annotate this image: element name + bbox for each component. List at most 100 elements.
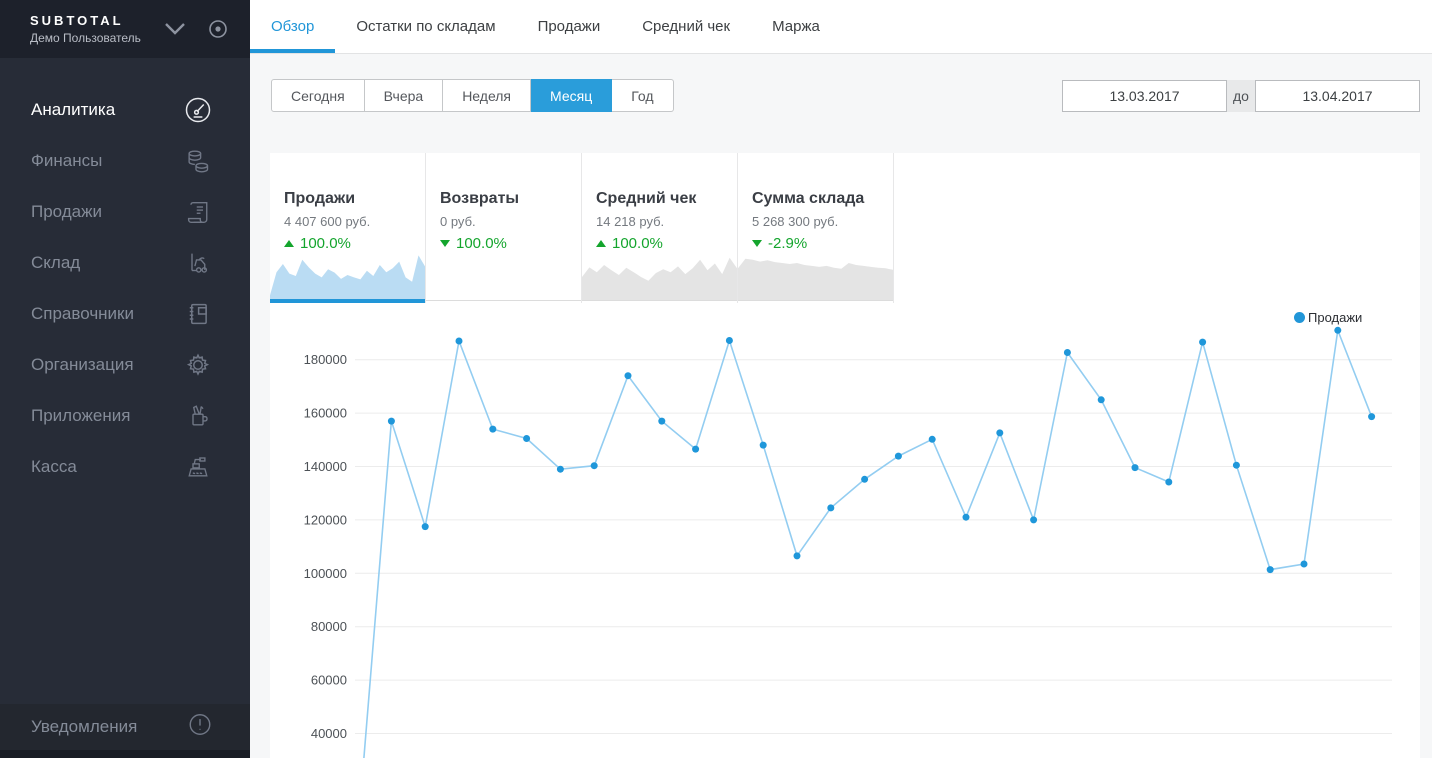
sidebar-item-notifications[interactable]: Уведомления (0, 704, 250, 750)
sidebar-item-2[interactable]: Продажи (0, 186, 250, 237)
sidebar-item-label: Аналитика (31, 99, 116, 119)
notifications-label: Уведомления (31, 717, 138, 736)
kpi-change-value: 100.0% (612, 235, 663, 252)
kpi-baseline (426, 300, 581, 301)
svg-text:120000: 120000 (304, 512, 347, 527)
kpi-value: 5 268 300 руб. (752, 214, 839, 229)
sales-chart-zone: Продажи 180000 160000 140000 120000 100000 80… (270, 303, 1420, 758)
svg-text:60000: 60000 (311, 673, 347, 688)
coins-icon (183, 146, 213, 176)
top-tabbar: Обзор Остатки по складам Продажи Средний че… (250, 0, 1432, 54)
kpi-title: Продажи (284, 190, 356, 207)
kpi-sparkline (582, 257, 737, 300)
sidebar-item-label: Приложения (31, 405, 131, 425)
gauge-icon (183, 95, 213, 125)
cash-register-icon (183, 452, 213, 482)
tab-1[interactable]: Остатки по складам (356, 18, 496, 35)
sidebar-item-label: Организация (31, 354, 134, 374)
sidebar-item-label: Справочники (31, 303, 134, 323)
kpi-change: 100.0% (440, 235, 581, 252)
svg-text:180000: 180000 (304, 352, 347, 367)
kpi-sparkline (270, 255, 425, 300)
range-button-1[interactable]: Вчера (364, 79, 444, 112)
tab-3[interactable]: Средний чек (642, 18, 731, 35)
sidebar-item-3[interactable]: Склад (0, 237, 250, 288)
brand-logo: SUBTOTAL (30, 13, 124, 28)
svg-text:40000: 40000 (311, 726, 347, 741)
sidebar-item-label: Касса (31, 456, 77, 476)
range-button-2[interactable]: Неделя (443, 79, 532, 112)
sidebar-nav: Аналитика Финансы Продажи Склад Справочники О… (0, 58, 250, 704)
sidebar-header: SUBTOTAL Демо Пользователь (0, 0, 250, 58)
gear-icon (183, 350, 213, 380)
sidebar-item-label: Финансы (31, 150, 103, 170)
sales-line-chart: 180000 160000 140000 120000 100000 80000 60000… (304, 326, 1392, 758)
kpi-card-3[interactable]: Сумма склада 5 268 300 руб. -2.9% (738, 153, 894, 303)
sidebar-item-label: Склад (31, 252, 81, 272)
receipt-icon (183, 197, 213, 227)
sidebar-item-4[interactable]: Справочники (0, 288, 250, 339)
sidebar-bottom-strip (0, 750, 250, 758)
user-name: Демо Пользователь (30, 31, 141, 45)
kpi-value: 4 407 600 руб. (284, 214, 371, 229)
legend-dot-icon (1294, 312, 1305, 323)
tab-0[interactable]: Обзор (250, 0, 336, 53)
sidebar: SUBTOTAL Демо Пользователь Аналитика Фина… (0, 0, 250, 758)
kpi-card-0[interactable]: Продажи 4 407 600 руб. 100.0% (270, 153, 426, 303)
main-area: Обзор Остатки по складам Продажи Средний че… (250, 0, 1432, 758)
kpi-change: -2.9% (752, 235, 893, 252)
forklift-icon (183, 248, 213, 278)
kpi-baseline (582, 300, 737, 301)
chevron-down-icon[interactable] (162, 20, 188, 43)
kpi-active-indicator (270, 299, 425, 303)
dashboard-card: Продажи 4 407 600 руб. 100.0% Возвраты 0 руб… (270, 153, 1420, 758)
tab-4[interactable]: Маржа (772, 18, 820, 35)
sidebar-item-7[interactable]: Касса (0, 441, 250, 492)
kpi-card-2[interactable]: Средний чек 14 218 руб. 100.0% (582, 153, 738, 303)
kpi-title: Средний чек (596, 190, 697, 207)
svg-text:160000: 160000 (304, 406, 347, 421)
kpi-title: Сумма склада (752, 190, 865, 207)
kpi-baseline (738, 300, 893, 301)
svg-text:140000: 140000 (304, 459, 347, 474)
kpi-change: 100.0% (284, 235, 425, 252)
range-button-0[interactable]: Сегодня (271, 79, 365, 112)
alert-circle-icon (187, 712, 213, 743)
trend-up-icon (284, 240, 294, 247)
range-button-3[interactable]: Месяц (531, 79, 613, 112)
kpi-change-value: 100.0% (456, 235, 507, 252)
tab-2[interactable]: Продажи (537, 18, 601, 35)
sidebar-item-5[interactable]: Организация (0, 339, 250, 390)
range-button-4[interactable]: Год (612, 79, 674, 112)
date-to-input[interactable] (1255, 79, 1420, 112)
date-from-input[interactable] (1062, 79, 1227, 112)
kpi-change: 100.0% (596, 235, 737, 252)
kpi-value: 0 руб. (440, 214, 476, 229)
date-range-to-label: до (1227, 79, 1255, 112)
date-range-button-group: Сегодня Вчера Неделя Месяц Год (271, 79, 674, 112)
sidebar-item-1[interactable]: Финансы (0, 135, 250, 186)
legend-item-sales[interactable]: Продажи (1294, 310, 1362, 325)
svg-text:100000: 100000 (304, 566, 347, 581)
svg-text:80000: 80000 (311, 619, 347, 634)
kpi-card-1[interactable]: Возвраты 0 руб. 100.0% (426, 153, 582, 303)
trend-down-icon (440, 240, 450, 247)
sidebar-item-6[interactable]: Приложения (0, 390, 250, 441)
kpi-sparkline (738, 258, 893, 300)
sidebar-item-0[interactable]: Аналитика (0, 84, 250, 135)
kpi-row: Продажи 4 407 600 руб. 100.0% Возвраты 0 руб… (270, 153, 1420, 303)
trend-up-icon (596, 240, 606, 247)
kpi-value: 14 218 руб. (596, 214, 665, 229)
trend-down-icon (752, 240, 762, 247)
legend-label: Продажи (1308, 310, 1363, 325)
account-switcher[interactable]: SUBTOTAL Демо Пользователь (30, 13, 141, 45)
notebook-icon (183, 299, 213, 329)
pencil-cup-icon (183, 401, 213, 431)
record-dot-icon[interactable] (208, 19, 228, 44)
date-range-picker: до (1062, 79, 1420, 112)
kpi-change-value: 100.0% (300, 235, 351, 252)
sidebar-item-label: Продажи (31, 201, 102, 221)
kpi-title: Возвраты (440, 190, 520, 207)
